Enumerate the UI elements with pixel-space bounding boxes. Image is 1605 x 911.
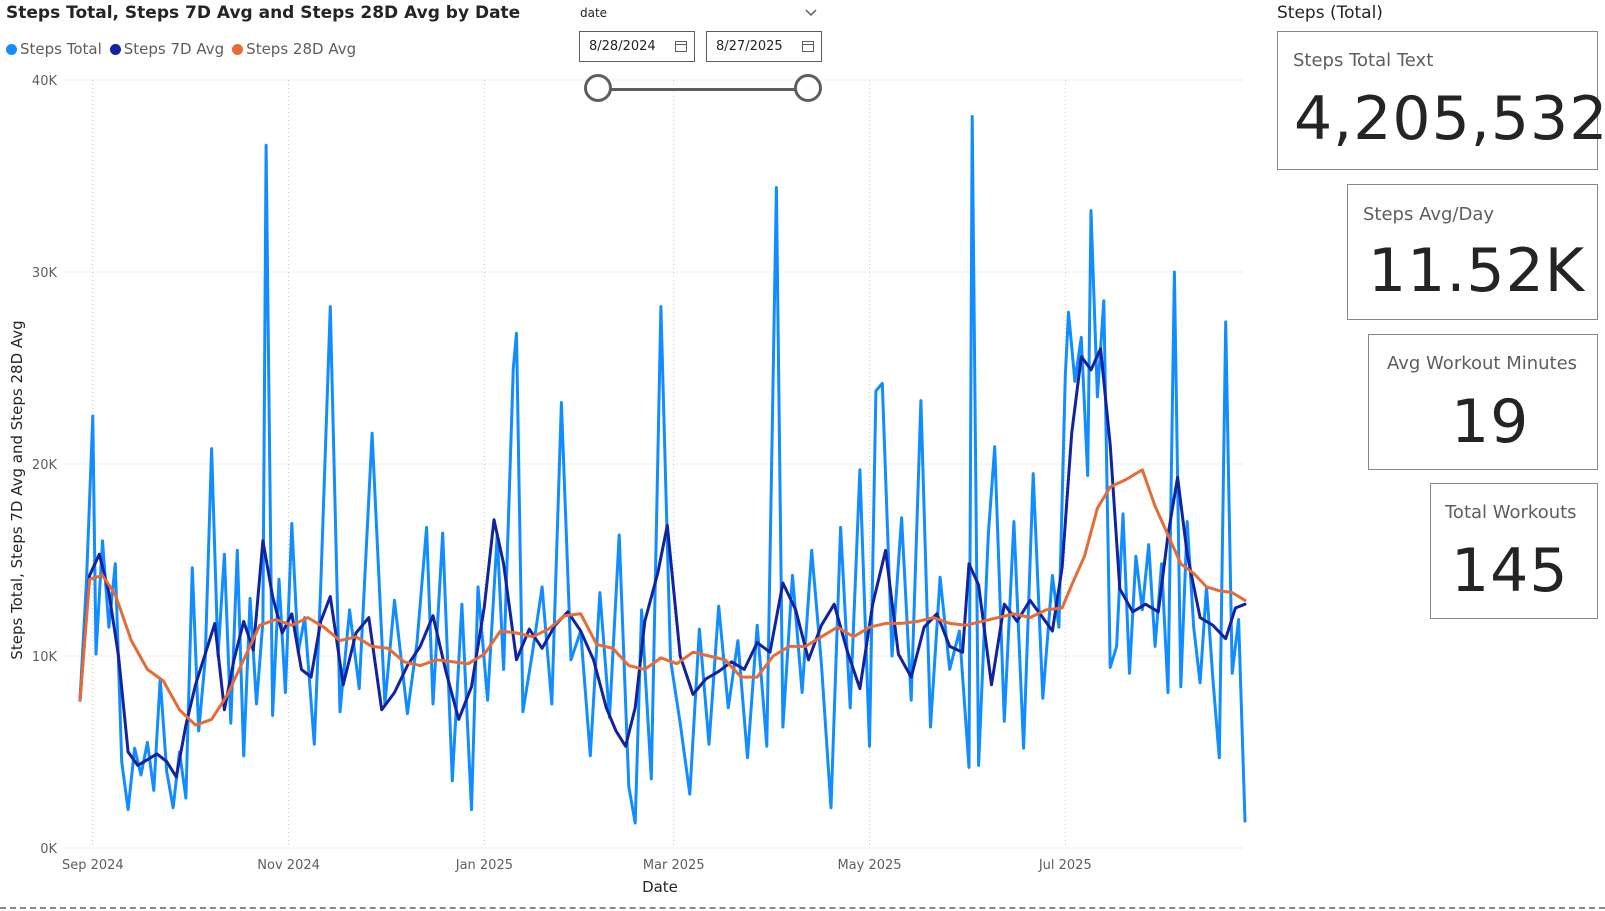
date-range-slider-track[interactable]: [598, 88, 808, 91]
legend-dot-steps-28d-avg: [232, 43, 244, 55]
legend-label-steps-28d-avg: Steps 28D Avg: [246, 40, 357, 58]
kpi-value: 4,205,532: [1294, 84, 1605, 154]
calendar-icon[interactable]: [675, 41, 687, 52]
date-range-start-handle[interactable]: [584, 74, 612, 102]
kpi-value: 11.52K: [1368, 236, 1586, 306]
kpi-label: Total Workouts: [1445, 502, 1577, 523]
y-tick-label: 40K: [32, 74, 58, 89]
x-tick-label: Jul 2025: [1038, 858, 1092, 873]
kpi-label: Steps Avg/Day: [1363, 204, 1495, 225]
kpi-label: Steps Total Text: [1293, 50, 1434, 71]
x-tick-label: May 2025: [837, 858, 901, 873]
legend-dot-steps-total: [6, 43, 17, 55]
chart-title: Steps Total, Steps 7D Avg and Steps 28D …: [6, 3, 521, 23]
end-date-value: 8/27/2025: [716, 39, 783, 54]
x-axis-title: Date: [642, 878, 678, 896]
y-tick-label: 20K: [32, 458, 58, 473]
y-tick-label: 30K: [32, 266, 58, 281]
section-title: Steps (Total): [1277, 3, 1383, 23]
kpi-card-total-workouts: Total Workouts 145: [1430, 483, 1598, 619]
y-tick-label: 0K: [40, 842, 57, 857]
series-line-steps-total[interactable]: [78, 115, 1247, 825]
kpi-label: Avg Workout Minutes: [1387, 353, 1578, 374]
legend-item-steps-total[interactable]: Steps Total: [6, 40, 102, 58]
page-bottom-border: [0, 907, 1605, 909]
y-tick-label: 10K: [32, 650, 58, 665]
kpi-value: 145: [1451, 536, 1569, 606]
calendar-icon[interactable]: [802, 41, 814, 52]
kpi-card-steps-total: Steps Total Text 4,205,532: [1277, 31, 1605, 170]
chevron-down-icon[interactable]: [804, 6, 818, 20]
x-tick-label: Sep 2024: [62, 858, 124, 873]
y-axis-title: Steps Total, Steps 7D Avg and Steps 28D …: [8, 320, 26, 659]
start-date-input[interactable]: 8/28/2024: [579, 31, 695, 62]
kpi-value: 19: [1451, 387, 1530, 457]
date-slicer-label: date: [580, 6, 608, 20]
x-tick-label: Nov 2024: [257, 858, 320, 873]
legend-item-steps-7d-avg[interactable]: Steps 7D Avg: [109, 40, 225, 58]
kpi-card-avg-workout-minutes: Avg Workout Minutes 19: [1368, 334, 1598, 470]
line-chart: 0K 10K 20K 30K 40K Sep 2024 Nov 2024 Jan 2025 Ma…: [8, 74, 1247, 896]
chart-legend: Steps Total Steps 7D Avg Steps 28D Avg: [6, 40, 356, 58]
x-tick-label: Mar 2025: [643, 858, 705, 873]
legend-label-steps-total: Steps Total: [20, 40, 102, 58]
series-line-steps-28d-avg[interactable]: [78, 468, 1247, 727]
kpi-card-steps-avg-day: Steps Avg/Day 11.52K: [1347, 184, 1598, 320]
x-tick-label: Jan 2025: [455, 858, 513, 873]
legend-item-steps-28d-avg[interactable]: Steps 28D Avg: [232, 40, 356, 58]
legend-dot-steps-7d-avg: [109, 43, 121, 55]
series-line-steps-7d-avg[interactable]: [78, 347, 1247, 779]
start-date-value: 8/28/2024: [589, 39, 656, 54]
legend-label-steps-7d-avg: Steps 7D Avg: [123, 40, 225, 58]
end-date-input[interactable]: 8/27/2025: [706, 31, 822, 62]
date-range-end-handle[interactable]: [794, 74, 822, 102]
